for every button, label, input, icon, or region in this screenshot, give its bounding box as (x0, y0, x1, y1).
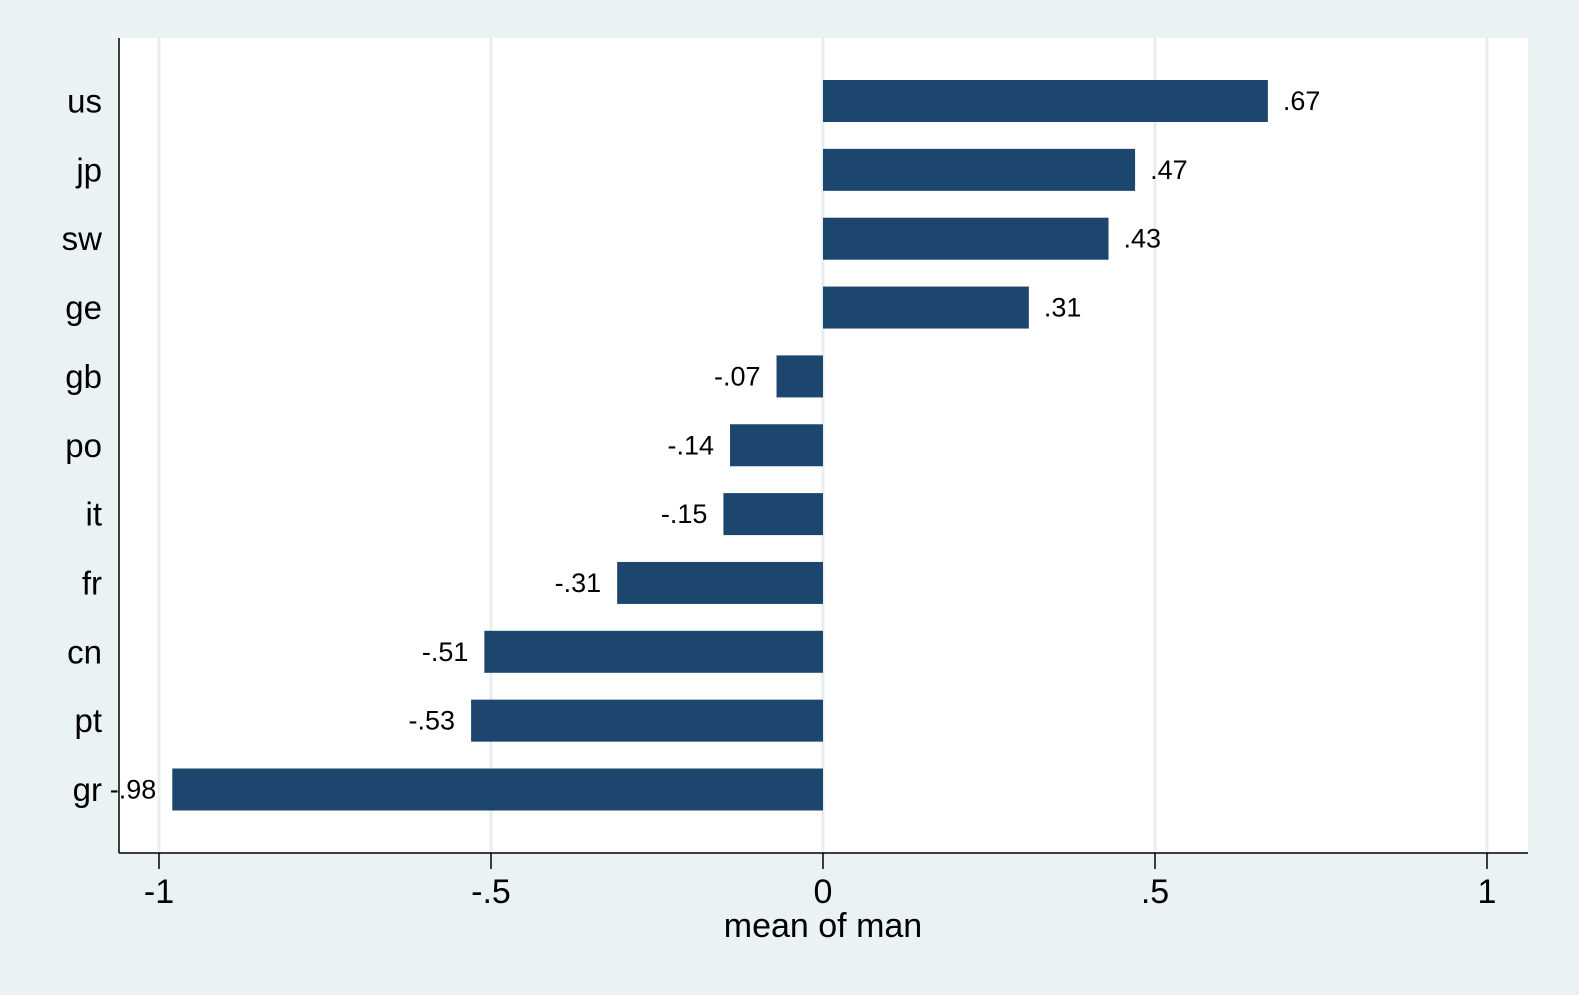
category-label-pt: pt (74, 702, 102, 739)
category-label-it: it (86, 496, 103, 533)
bar-pt (471, 699, 823, 742)
category-label-po: po (65, 427, 102, 464)
data-label-gr: -.98 (110, 775, 157, 805)
bar-jp (823, 148, 1136, 191)
bar-sw (823, 217, 1109, 260)
data-label-us: .67 (1283, 86, 1321, 116)
category-label-sw: sw (62, 220, 103, 257)
bar-cn (484, 630, 823, 673)
data-label-gb: -.07 (714, 361, 761, 391)
x-tick-label: 1 (1478, 873, 1497, 911)
data-label-pt: -.53 (409, 706, 456, 736)
category-label-us: us (67, 83, 102, 120)
bar-ge (823, 286, 1029, 329)
data-label-sw: .43 (1124, 224, 1162, 254)
x-axis-ticks: -1 -.5 0 .5 1 (144, 853, 1497, 911)
data-labels: .67 .47 .43 .31 -.07 -.14 -.15 -.31 -.51 -.53 -.98 (110, 86, 1321, 805)
category-label-jp: jp (75, 151, 102, 188)
category-label-fr: fr (82, 564, 102, 601)
category-labels: us jp sw ge gb po it fr cn pt gr (62, 83, 103, 809)
bar-fr (617, 561, 823, 604)
data-label-it: -.15 (661, 499, 708, 529)
x-tick-label: -.5 (471, 873, 511, 911)
bar-po (730, 424, 823, 467)
data-label-ge: .31 (1044, 293, 1082, 323)
bar-gr (172, 768, 823, 811)
data-label-po: -.14 (668, 430, 715, 460)
category-label-gb: gb (65, 358, 102, 395)
bar-us (823, 80, 1268, 122)
data-label-cn: -.51 (422, 637, 469, 667)
category-label-cn: cn (67, 633, 102, 670)
data-label-jp: .47 (1150, 155, 1188, 185)
data-label-fr: -.31 (555, 568, 602, 598)
bar-gb (776, 355, 823, 398)
x-tick-label: -1 (144, 873, 174, 911)
x-tick-label: 0 (814, 873, 833, 911)
x-axis-title: mean of man (724, 907, 922, 945)
category-label-ge: ge (65, 289, 102, 326)
category-label-gr: gr (73, 771, 102, 808)
bar-it (723, 493, 823, 536)
bars (172, 80, 1268, 811)
x-tick-label: .5 (1141, 873, 1169, 911)
